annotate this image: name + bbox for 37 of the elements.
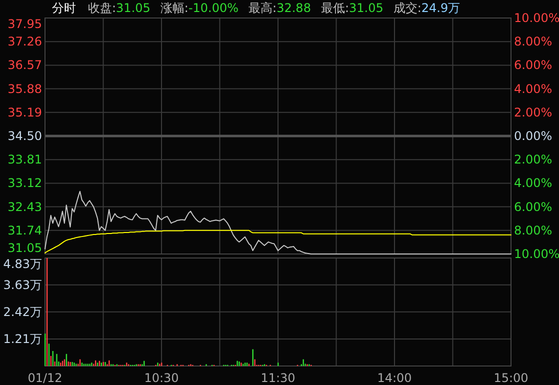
y-tick-label: 3.63万 <box>3 278 42 292</box>
text: 最低:31.05 <box>320 1 384 15</box>
y-tick-label: 32.43 <box>8 200 42 214</box>
y2-tick-label: 0.00% <box>514 129 552 143</box>
y-tick-label: 37.95 <box>8 17 42 31</box>
x-tick-label: 14:00 <box>377 371 412 385</box>
y-tick-label: 4.83万 <box>3 257 42 271</box>
y-tick-label: 1.21万 <box>3 332 42 346</box>
x-tick-label: 10:30 <box>144 371 179 385</box>
y-tick-label: 37.26 <box>8 34 42 49</box>
y2-tick-label: 2.00% <box>514 105 552 120</box>
y-tick-label: 35.88 <box>8 82 42 96</box>
text: 成交:24.9万 <box>393 1 460 15</box>
y2-tick-label: 4.00% <box>514 176 552 190</box>
x-tick-label: 15:00 <box>494 371 528 385</box>
x-tick-label: 11:30 <box>260 371 296 385</box>
text: 最高:32.88 <box>248 1 311 15</box>
chart-title: 分时 <box>52 1 76 15</box>
y2-tick-label: 10.00% <box>514 247 559 261</box>
y-tick-label: 31.05 <box>8 241 42 255</box>
y2-tick-label: 4.00% <box>514 82 552 96</box>
y-tick-label: 33.12 <box>8 176 42 190</box>
y2-tick-label: 6.00% <box>514 200 552 214</box>
y2-tick-label: 10.00% <box>514 11 559 25</box>
x-tick-label: 01/12 <box>28 371 62 385</box>
y2-tick-label: 8.00% <box>514 223 552 238</box>
y-tick-label: 34.50 <box>8 129 42 143</box>
text: 涨幅:-10.00% <box>160 1 239 15</box>
y-tick-label: 2.42万 <box>3 304 42 319</box>
y2-tick-label: 2.00% <box>514 152 552 167</box>
y-tick-label: 36.57 <box>8 58 42 72</box>
y-tick-label: 33.81 <box>8 152 42 167</box>
y2-tick-label: 8.00% <box>514 34 552 49</box>
y-tick-label: 31.74 <box>8 223 42 238</box>
y-tick-label: 35.19 <box>8 105 42 120</box>
y2-tick-label: 6.00% <box>514 58 552 72</box>
text: 收盘:31.05 <box>88 1 150 15</box>
